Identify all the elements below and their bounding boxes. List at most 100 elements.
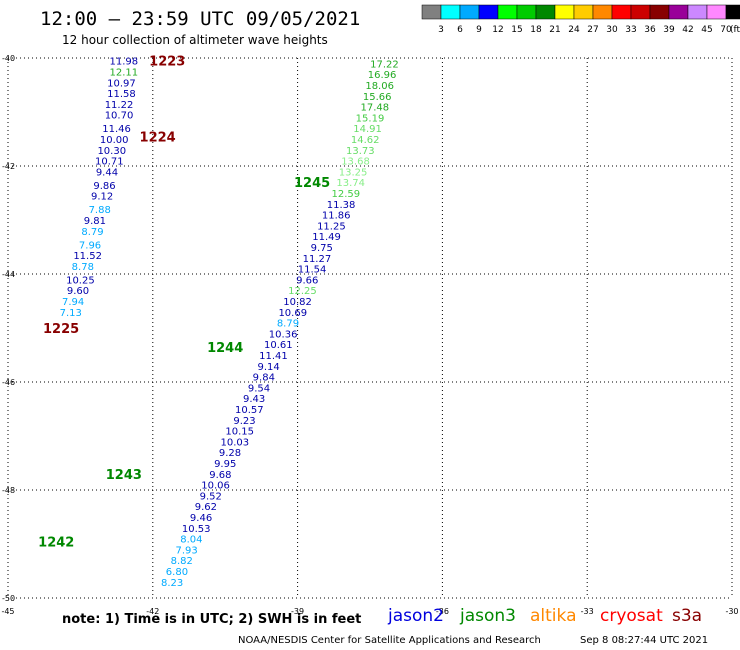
wave-height-label: 9.84 xyxy=(253,373,275,384)
scale-label: 15 xyxy=(511,25,522,35)
wave-height-label: 10.36 xyxy=(269,329,298,340)
wave-height-label: 11.58 xyxy=(107,89,136,100)
wave-height-label: 13.68 xyxy=(341,157,370,168)
x-tick-label: -36 xyxy=(436,607,449,616)
wave-height-label: 11.54 xyxy=(298,265,327,276)
wave-height-label: 9.23 xyxy=(233,416,255,427)
scale-label: 70 xyxy=(720,25,732,35)
wave-height-label: 11.86 xyxy=(322,211,351,222)
scale-label: 6 xyxy=(457,25,463,35)
wave-height-label: 8.04 xyxy=(180,535,202,546)
scale-label: 3 xyxy=(438,25,444,35)
wave-height-map: -45 -42 -39 -36 -33 -30 -40 -42 -44 -46 -48 -50 11.9… xyxy=(1,54,738,616)
satellite-altika: altika xyxy=(530,606,577,626)
wave-height-label: 17.22 xyxy=(370,59,399,70)
satellite-cryosat: cryosat xyxy=(600,606,663,626)
wave-height-label: 9.86 xyxy=(93,181,115,192)
x-tick-label: -30 xyxy=(725,607,738,616)
y-tick-label: -48 xyxy=(2,486,15,495)
wave-height-label: 9.95 xyxy=(214,459,236,470)
scale-label: 42 xyxy=(682,25,693,35)
wave-height-label: 8.79 xyxy=(277,319,299,330)
scale-label: 21 xyxy=(549,25,560,35)
chart-subtitle: 12 hour collection of altimeter wave hei… xyxy=(62,33,328,47)
wave-height-label: 11.46 xyxy=(102,124,131,135)
wave-height-label: 12.11 xyxy=(110,68,139,79)
wave-height-label: 11.98 xyxy=(110,57,139,68)
wave-height-label: 11.27 xyxy=(303,254,332,265)
wave-height-label: 8.82 xyxy=(171,556,193,567)
pass-time-label: 1243 xyxy=(106,468,142,483)
wave-height-label: 7.96 xyxy=(79,240,101,251)
x-tick-label: -42 xyxy=(146,607,159,616)
y-tick-label: -44 xyxy=(2,270,15,279)
wave-height-label: 16.96 xyxy=(368,70,397,81)
wave-height-label: 18.06 xyxy=(365,81,394,92)
wave-height-label: 9.43 xyxy=(243,394,265,405)
wave-height-label: 9.75 xyxy=(311,243,333,254)
wave-height-label: 10.97 xyxy=(107,78,136,89)
wave-height-label: 10.53 xyxy=(182,524,211,535)
wave-height-label: 10.30 xyxy=(97,146,126,157)
wave-height-label: 7.88 xyxy=(89,205,111,216)
x-tick-label: -33 xyxy=(581,607,594,616)
wave-height-label: 8.23 xyxy=(161,578,183,589)
pass-time-label: 1223 xyxy=(149,55,185,70)
wave-height-label: 9.52 xyxy=(200,491,222,502)
satellite-jason2: jason2 xyxy=(388,606,444,626)
wave-height-label: 11.22 xyxy=(105,100,134,111)
scale-unit: (ft) xyxy=(730,25,740,35)
scale-label: 12 xyxy=(492,25,503,35)
wave-height-label: 10.25 xyxy=(66,275,95,286)
wave-height-label: 10.15 xyxy=(225,427,254,438)
x-tick-label: -45 xyxy=(1,607,14,616)
y-tick-label: -46 xyxy=(2,378,15,387)
wave-height-label: 12.59 xyxy=(332,189,361,200)
wave-height-label: 10.00 xyxy=(100,135,129,146)
scale-label: 30 xyxy=(606,25,618,35)
wave-height-label: 9.62 xyxy=(195,502,217,513)
wave-height-label: 10.06 xyxy=(201,481,230,492)
pass-time-label: 1244 xyxy=(207,341,243,356)
chart-title: 12:00 – 23:59 UTC 09/05/2021 xyxy=(40,8,361,30)
credit-text: NOAA/NESDIS Center for Satellite Applica… xyxy=(238,635,541,646)
wave-height-label: 9.28 xyxy=(219,448,241,459)
wave-height-label: 9.14 xyxy=(258,362,280,373)
wave-height-label: 9.66 xyxy=(296,275,318,286)
wave-height-label: 12.25 xyxy=(288,286,317,297)
scale-label: 24 xyxy=(568,25,580,35)
wave-height-label: 15.19 xyxy=(356,113,385,124)
scale-label: 33 xyxy=(625,25,636,35)
scale-swatch xyxy=(725,4,740,20)
wave-height-label: 11.38 xyxy=(327,200,356,211)
wave-height-label: 10.57 xyxy=(235,405,264,416)
pass-time-label: 1245 xyxy=(294,176,330,191)
wave-height-label: 11.41 xyxy=(259,351,288,362)
wave-height-label: 10.82 xyxy=(283,297,312,308)
satellite-jason3: jason3 xyxy=(460,606,516,626)
wave-height-label: 9.44 xyxy=(96,167,118,178)
y-tick-label: -50 xyxy=(2,594,15,603)
wave-height-label: 10.69 xyxy=(278,308,307,319)
wave-height-label: 9.60 xyxy=(67,286,89,297)
wave-height-label: 11.52 xyxy=(73,251,102,262)
scale-label: 27 xyxy=(587,25,598,35)
scale-label: 45 xyxy=(701,25,712,35)
scale-label: 39 xyxy=(663,25,675,35)
wave-height-label: 9.54 xyxy=(248,383,270,394)
wave-height-label: 13.74 xyxy=(336,178,365,189)
wave-height-label: 6.80 xyxy=(166,567,188,578)
wave-height-label: 10.03 xyxy=(221,437,250,448)
wave-height-label: 10.70 xyxy=(105,111,134,122)
wave-height-label: 11.25 xyxy=(317,221,346,232)
x-tick-label: -39 xyxy=(291,607,304,616)
satellite-s3a: s3a xyxy=(672,606,703,626)
wave-height-label: 14.91 xyxy=(353,124,382,135)
wave-height-label: 13.73 xyxy=(346,146,375,157)
wave-height-label: 9.12 xyxy=(91,192,113,203)
wave-height-label: 7.93 xyxy=(175,545,197,556)
wave-height-label: 14.62 xyxy=(351,135,380,146)
wave-height-label: 13.25 xyxy=(339,167,368,178)
wave-height-label: 7.13 xyxy=(60,308,82,319)
